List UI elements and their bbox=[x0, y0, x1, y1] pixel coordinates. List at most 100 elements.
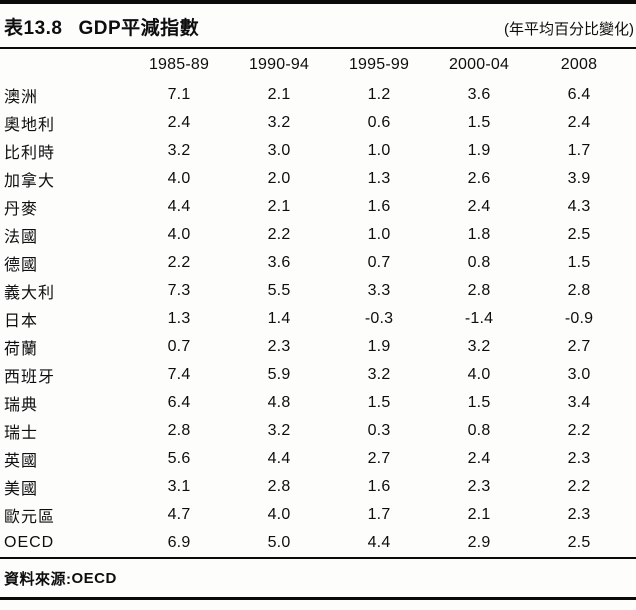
row-value: 1.4 bbox=[267, 310, 291, 327]
row-value: 3.2 bbox=[367, 366, 391, 383]
row-value: 4.4 bbox=[267, 450, 291, 467]
column-header: 1985-89 bbox=[148, 56, 210, 73]
row-value: 4.0 bbox=[267, 506, 291, 523]
row-value: 4.8 bbox=[267, 394, 291, 411]
row-value: 2.6 bbox=[467, 170, 491, 187]
row-value: 5.5 bbox=[267, 282, 291, 299]
row-value: 7.3 bbox=[167, 282, 191, 299]
row-value: 3.9 bbox=[567, 170, 591, 187]
row-label: 英國 bbox=[4, 453, 39, 470]
table-row: 比利時 3.2 3.0 1.0 1.9 1.7 bbox=[0, 137, 629, 165]
row-value: 1.0 bbox=[367, 226, 391, 243]
row-value: 1.0 bbox=[367, 142, 391, 159]
row-value: 4.7 bbox=[167, 506, 191, 523]
row-value: 2.3 bbox=[567, 450, 591, 467]
row-value: 2.4 bbox=[167, 114, 191, 131]
table-row: 澳洲 7.1 2.1 1.2 3.6 6.4 bbox=[0, 81, 629, 109]
row-label: 比利時 bbox=[4, 145, 56, 162]
row-value: 2.2 bbox=[267, 226, 291, 243]
row-value: 2.5 bbox=[567, 226, 591, 243]
row-label: 德國 bbox=[4, 257, 39, 274]
row-value: 2.8 bbox=[567, 282, 591, 299]
row-value: 2.7 bbox=[567, 338, 591, 355]
row-value: 1.6 bbox=[367, 478, 391, 495]
row-value: 2.2 bbox=[167, 254, 191, 271]
row-value: 0.7 bbox=[167, 338, 191, 355]
top-rule bbox=[0, 0, 636, 4]
row-value: 2.3 bbox=[567, 506, 591, 523]
row-value: 1.3 bbox=[167, 310, 191, 327]
row-value: 2.3 bbox=[267, 338, 291, 355]
column-header: 2008 bbox=[560, 56, 598, 73]
row-label: 荷蘭 bbox=[4, 341, 39, 358]
table-row: 荷蘭 0.7 2.3 1.9 3.2 2.7 bbox=[0, 333, 629, 361]
table-row: OECD 6.9 5.0 4.4 2.9 2.5 bbox=[0, 529, 629, 557]
row-value: 5.6 bbox=[167, 450, 191, 467]
row-value: 2.4 bbox=[467, 198, 491, 215]
row-value: 6.4 bbox=[167, 394, 191, 411]
row-value: 4.0 bbox=[467, 366, 491, 383]
row-value: 1.8 bbox=[467, 226, 491, 243]
table-row: 美國 3.1 2.8 1.6 2.3 2.2 bbox=[0, 473, 629, 501]
row-label: 加拿大 bbox=[4, 173, 56, 190]
row-value: 2.8 bbox=[167, 422, 191, 439]
row-label: 西班牙 bbox=[4, 369, 56, 386]
row-value: 2.4 bbox=[467, 450, 491, 467]
row-label: 歐元區 bbox=[4, 509, 56, 526]
table-row: 加拿大 4.0 2.0 1.3 2.6 3.9 bbox=[0, 165, 629, 193]
table-number: 表13.8 bbox=[4, 18, 63, 39]
row-value: 1.5 bbox=[367, 394, 391, 411]
row-label: OECD bbox=[4, 534, 55, 551]
row-value: 1.5 bbox=[567, 254, 591, 271]
row-value: 1.3 bbox=[367, 170, 391, 187]
row-value: 1.5 bbox=[467, 394, 491, 411]
row-value: 5.9 bbox=[267, 366, 291, 383]
row-value: 2.0 bbox=[267, 170, 291, 187]
row-value: 1.7 bbox=[367, 506, 391, 523]
table-title-row: 表13.8 GDP平減指數 (年平均百分比變化) bbox=[0, 4, 636, 47]
row-value: 0.6 bbox=[367, 114, 391, 131]
row-value: 2.9 bbox=[467, 534, 491, 551]
row-label: 奧地利 bbox=[4, 117, 56, 134]
row-value: 4.0 bbox=[167, 226, 191, 243]
table-row: 西班牙 7.4 5.9 3.2 4.0 3.0 bbox=[0, 361, 629, 389]
row-value: 2.4 bbox=[567, 114, 591, 131]
table-title-text: GDP平減指數 bbox=[78, 18, 200, 39]
column-header: 1990-94 bbox=[248, 56, 310, 73]
table-row: 丹麥 4.4 2.1 1.6 2.4 4.3 bbox=[0, 193, 629, 221]
table-title: 表13.8 GDP平減指數 bbox=[4, 13, 199, 40]
row-value: 4.3 bbox=[567, 198, 591, 215]
row-value: 2.2 bbox=[567, 422, 591, 439]
gdp-deflator-table: 1985-89 1990-94 1995-99 2000-04 2008 澳洲 7.1 2.… bbox=[0, 49, 629, 557]
row-value: 1.5 bbox=[467, 114, 491, 131]
row-value: 2.3 bbox=[467, 478, 491, 495]
row-value: 0.8 bbox=[467, 422, 491, 439]
source-label: 資料來源: bbox=[4, 570, 72, 588]
row-value: 3.0 bbox=[567, 366, 591, 383]
row-value: 3.2 bbox=[267, 422, 291, 439]
row-value: 4.4 bbox=[367, 534, 391, 551]
row-value: 2.5 bbox=[567, 534, 591, 551]
row-label: 法國 bbox=[4, 229, 39, 246]
row-value: 4.4 bbox=[167, 198, 191, 215]
row-label-header bbox=[0, 49, 129, 81]
row-value: 2.8 bbox=[467, 282, 491, 299]
row-value: 1.2 bbox=[367, 86, 391, 103]
row-value: 7.4 bbox=[167, 366, 191, 383]
row-label: 澳洲 bbox=[4, 89, 39, 106]
table-row: 瑞士 2.8 3.2 0.3 0.8 2.2 bbox=[0, 417, 629, 445]
header-rule bbox=[0, 47, 636, 49]
row-value: 1.9 bbox=[467, 142, 491, 159]
row-label: 丹麥 bbox=[4, 201, 39, 218]
row-value: 5.0 bbox=[267, 534, 291, 551]
row-value: 3.2 bbox=[467, 338, 491, 355]
row-value: 0.3 bbox=[367, 422, 391, 439]
row-value: 2.1 bbox=[267, 198, 291, 215]
column-header-row: 1985-89 1990-94 1995-99 2000-04 2008 bbox=[0, 49, 629, 81]
table-row: 歐元區 4.7 4.0 1.7 2.1 2.3 bbox=[0, 501, 629, 529]
row-value: -0.9 bbox=[564, 310, 594, 327]
row-value: 7.1 bbox=[167, 86, 191, 103]
row-value: -0.3 bbox=[364, 310, 394, 327]
row-value: 2.2 bbox=[567, 478, 591, 495]
row-value: 1.7 bbox=[567, 142, 591, 159]
